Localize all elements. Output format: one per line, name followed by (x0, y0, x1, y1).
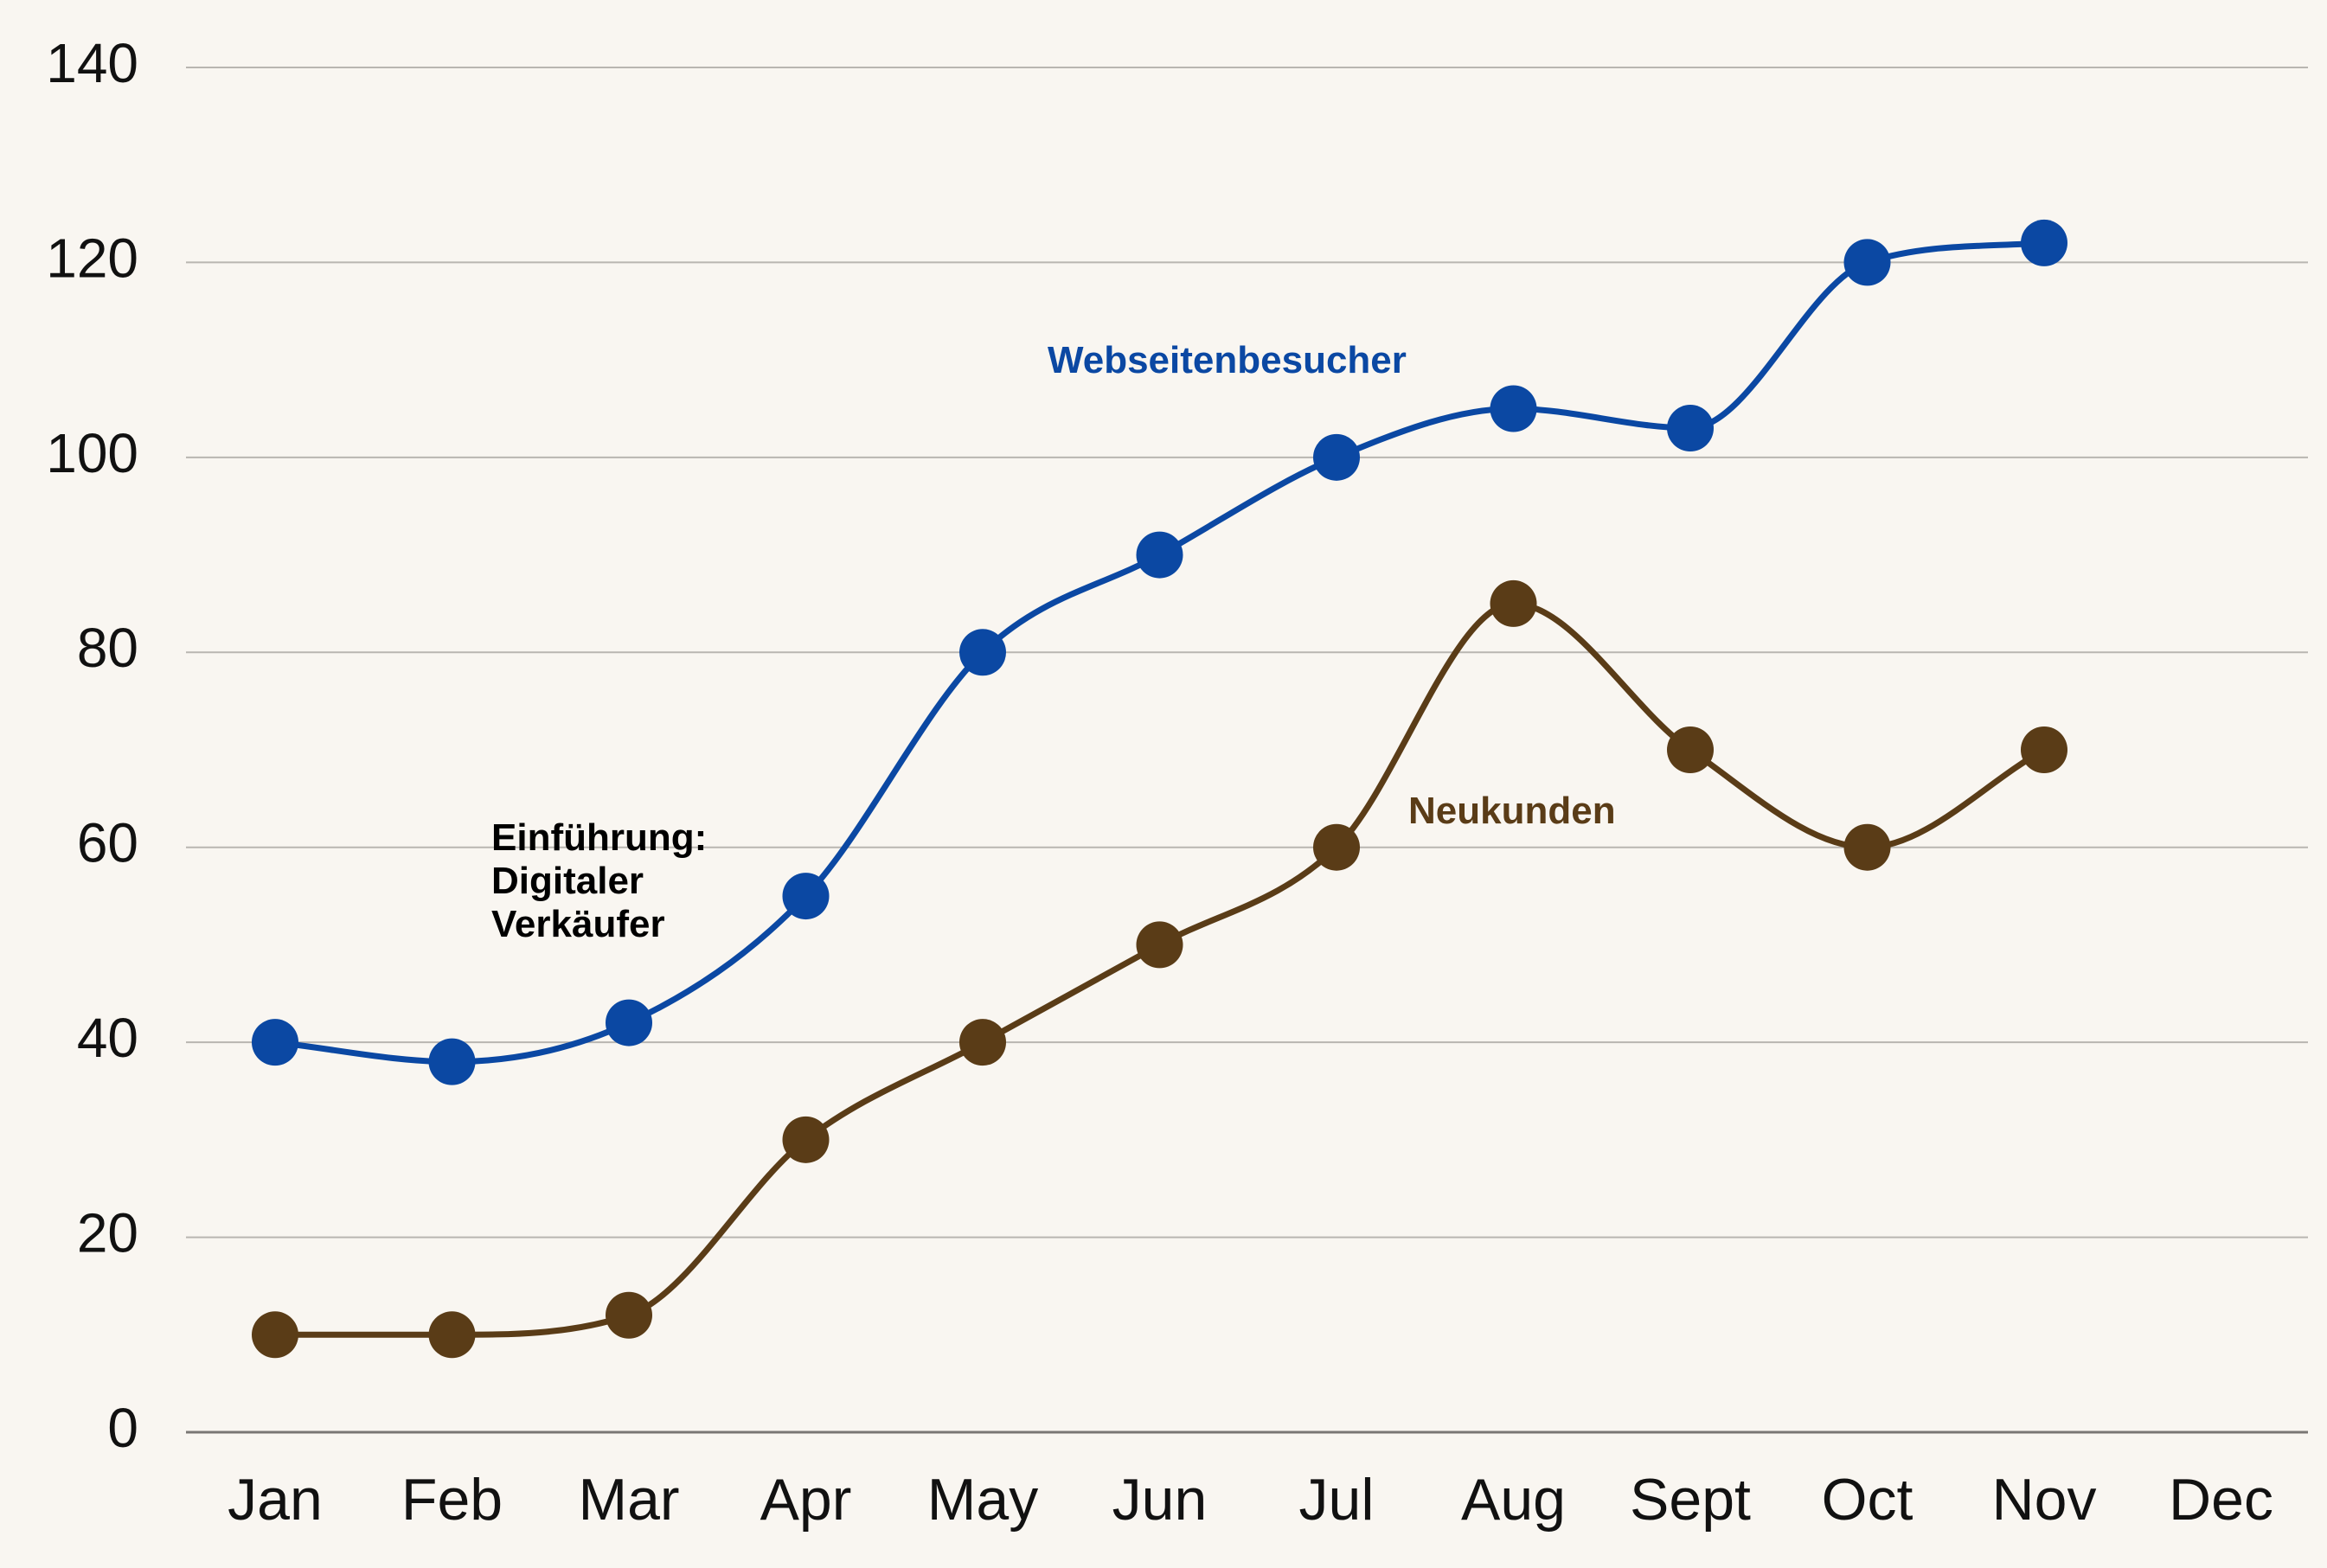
data-point (2021, 726, 2067, 773)
annotation-line: Digitaler (491, 860, 644, 902)
data-point (2021, 219, 2067, 266)
annotation-launch: Einführung: Digitaler Verkäufer (491, 816, 718, 945)
x-tick-label: May (927, 1467, 1038, 1533)
y-tick-label: 20 (77, 1201, 138, 1264)
grid (186, 67, 2308, 1434)
data-point (1313, 823, 1360, 871)
y-tick-label: 140 (46, 32, 138, 94)
data-point (1490, 579, 1537, 627)
data-point (1843, 239, 1891, 286)
data-point (1667, 405, 1714, 452)
y-tick-label: 40 (77, 1007, 138, 1069)
data-point (1490, 385, 1537, 432)
y-tick-label: 100 (46, 422, 138, 484)
data-point (959, 629, 1006, 676)
data-point (252, 1019, 298, 1066)
series-neukunden (252, 579, 2067, 1359)
series-line (272, 600, 2048, 1338)
data-point (428, 1038, 476, 1085)
x-axis-ticks: Jan Feb Mar Apr May Jun Jul Aug Sept Oct Nov Dec (228, 1467, 2273, 1533)
data-point (782, 1116, 830, 1163)
y-tick-label: 0 (107, 1397, 138, 1459)
y-tick-label: 60 (77, 812, 138, 874)
data-point (1136, 921, 1183, 969)
series-label-neukunden: Neukunden (1408, 790, 1616, 832)
x-tick-label: Jul (1299, 1467, 1375, 1533)
x-tick-label: Aug (1461, 1467, 1566, 1533)
annotation-line: Verkäufer (491, 903, 665, 945)
data-point (252, 1311, 298, 1359)
label-layer: Webseitenbesucher Neukunden Einführung: … (491, 339, 1616, 945)
data-point (782, 873, 830, 920)
series-layer (252, 219, 2067, 1359)
x-tick-label: Jun (1112, 1467, 1208, 1533)
x-tick-label: Nov (1992, 1467, 2097, 1533)
annotation-line: Einführung: (491, 816, 707, 859)
x-tick-label: Oct (1822, 1467, 1914, 1533)
y-tick-label: 120 (46, 227, 138, 289)
x-tick-label: Apr (760, 1467, 852, 1533)
data-point (1667, 726, 1714, 773)
series-label-webseitenbesucher: Webseitenbesucher (1048, 339, 1407, 381)
x-tick-label: Mar (578, 1467, 679, 1533)
data-point (959, 1019, 1006, 1066)
data-point (1136, 531, 1183, 579)
data-point (606, 999, 652, 1046)
x-tick-label: Sept (1630, 1467, 1751, 1533)
x-tick-label: Feb (401, 1467, 503, 1533)
y-tick-label: 80 (77, 617, 138, 679)
data-point (1843, 823, 1891, 871)
series-webseitenbesucher (252, 219, 2067, 1085)
y-axis-ticks: 0 20 40 60 80 100 120 140 (46, 32, 138, 1459)
x-tick-label: Jan (228, 1467, 323, 1533)
data-point (1313, 433, 1360, 481)
x-tick-label: Dec (2169, 1467, 2273, 1533)
data-point (606, 1291, 652, 1339)
data-point (428, 1311, 476, 1359)
